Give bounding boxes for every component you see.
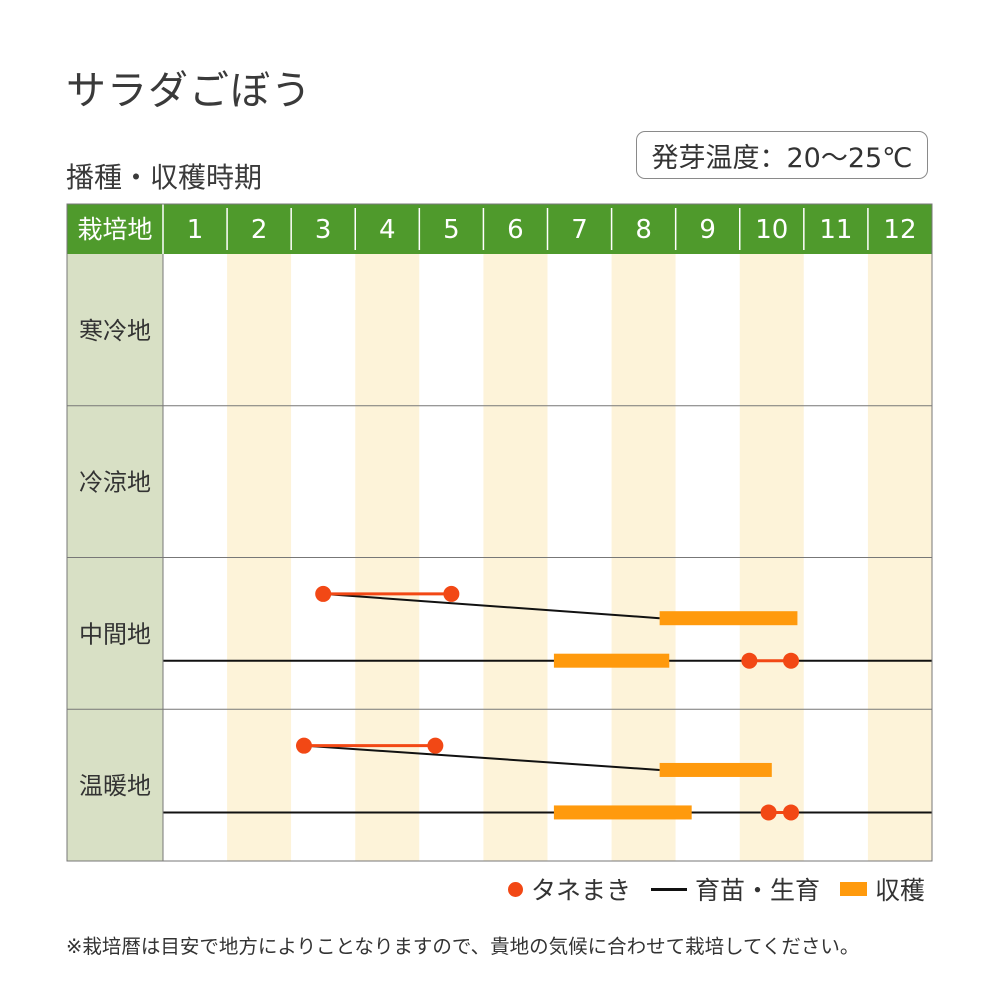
month-label-12: 12 xyxy=(883,215,916,245)
sowing-start-dot xyxy=(295,737,312,754)
footnote: ※栽培暦は目安で地方によりことなりますので、貴地の気候に合わせて栽培してください… xyxy=(66,935,860,958)
region-label: 寒冷地 xyxy=(79,317,151,345)
month-label-4: 4 xyxy=(379,215,396,245)
harvest-bar xyxy=(553,805,692,820)
sowing-start-dot xyxy=(315,585,332,602)
sowing-dot-icon xyxy=(508,881,523,897)
sowing-start-dot xyxy=(760,804,777,821)
sowing-end-dot xyxy=(783,652,800,669)
header-region-label: 栽培地 xyxy=(77,215,152,244)
germination-temperature-badge: 発芽温度：20～25℃ xyxy=(636,131,928,179)
harvest-bar xyxy=(553,653,670,668)
chart-legend: タネまき 育苗・生育 収穫 xyxy=(508,871,925,907)
legend-harvest: 収穫 xyxy=(840,871,925,907)
month-label-9: 9 xyxy=(699,215,716,245)
harvest-bar-icon xyxy=(840,882,868,896)
month-header-bar xyxy=(67,204,932,254)
growing-line xyxy=(303,744,660,771)
sowing-end-dot xyxy=(443,585,460,602)
harvest-bar xyxy=(659,762,772,777)
month-label-10: 10 xyxy=(755,215,788,245)
month-label-2: 2 xyxy=(251,215,268,245)
region-label: 中間地 xyxy=(79,620,151,648)
sowing-end-dot xyxy=(783,804,800,821)
harvest-bar xyxy=(659,611,798,626)
germination-temperature-label: 発芽温度：20～25℃ xyxy=(651,142,913,174)
legend-sowing-label: タネまき xyxy=(531,876,632,905)
chart-border xyxy=(66,203,933,862)
growing-line-icon xyxy=(651,887,688,891)
page-title: サラダごぼう xyxy=(66,68,312,114)
month-label-7: 7 xyxy=(571,215,588,245)
month-label-8: 8 xyxy=(635,215,652,245)
month-label-1: 1 xyxy=(187,215,204,245)
legend-growing: 育苗・生育 xyxy=(651,871,820,907)
legend-growing-label: 育苗・生育 xyxy=(695,876,821,905)
month-label-5: 5 xyxy=(443,215,460,245)
region-label: 温暖地 xyxy=(79,772,151,800)
month-label-3: 3 xyxy=(315,215,332,245)
region-label: 冷涼地 xyxy=(79,469,151,497)
growing-line xyxy=(323,592,660,620)
month-label-11: 11 xyxy=(819,215,852,245)
sowing-end-dot xyxy=(427,737,444,754)
chart-subtitle: 播種・収穫時期 xyxy=(66,161,263,194)
legend-sowing: タネまき xyxy=(508,871,631,907)
month-label-6: 6 xyxy=(507,215,524,245)
sowing-start-dot xyxy=(741,652,758,669)
legend-harvest-label: 収穫 xyxy=(875,876,926,905)
